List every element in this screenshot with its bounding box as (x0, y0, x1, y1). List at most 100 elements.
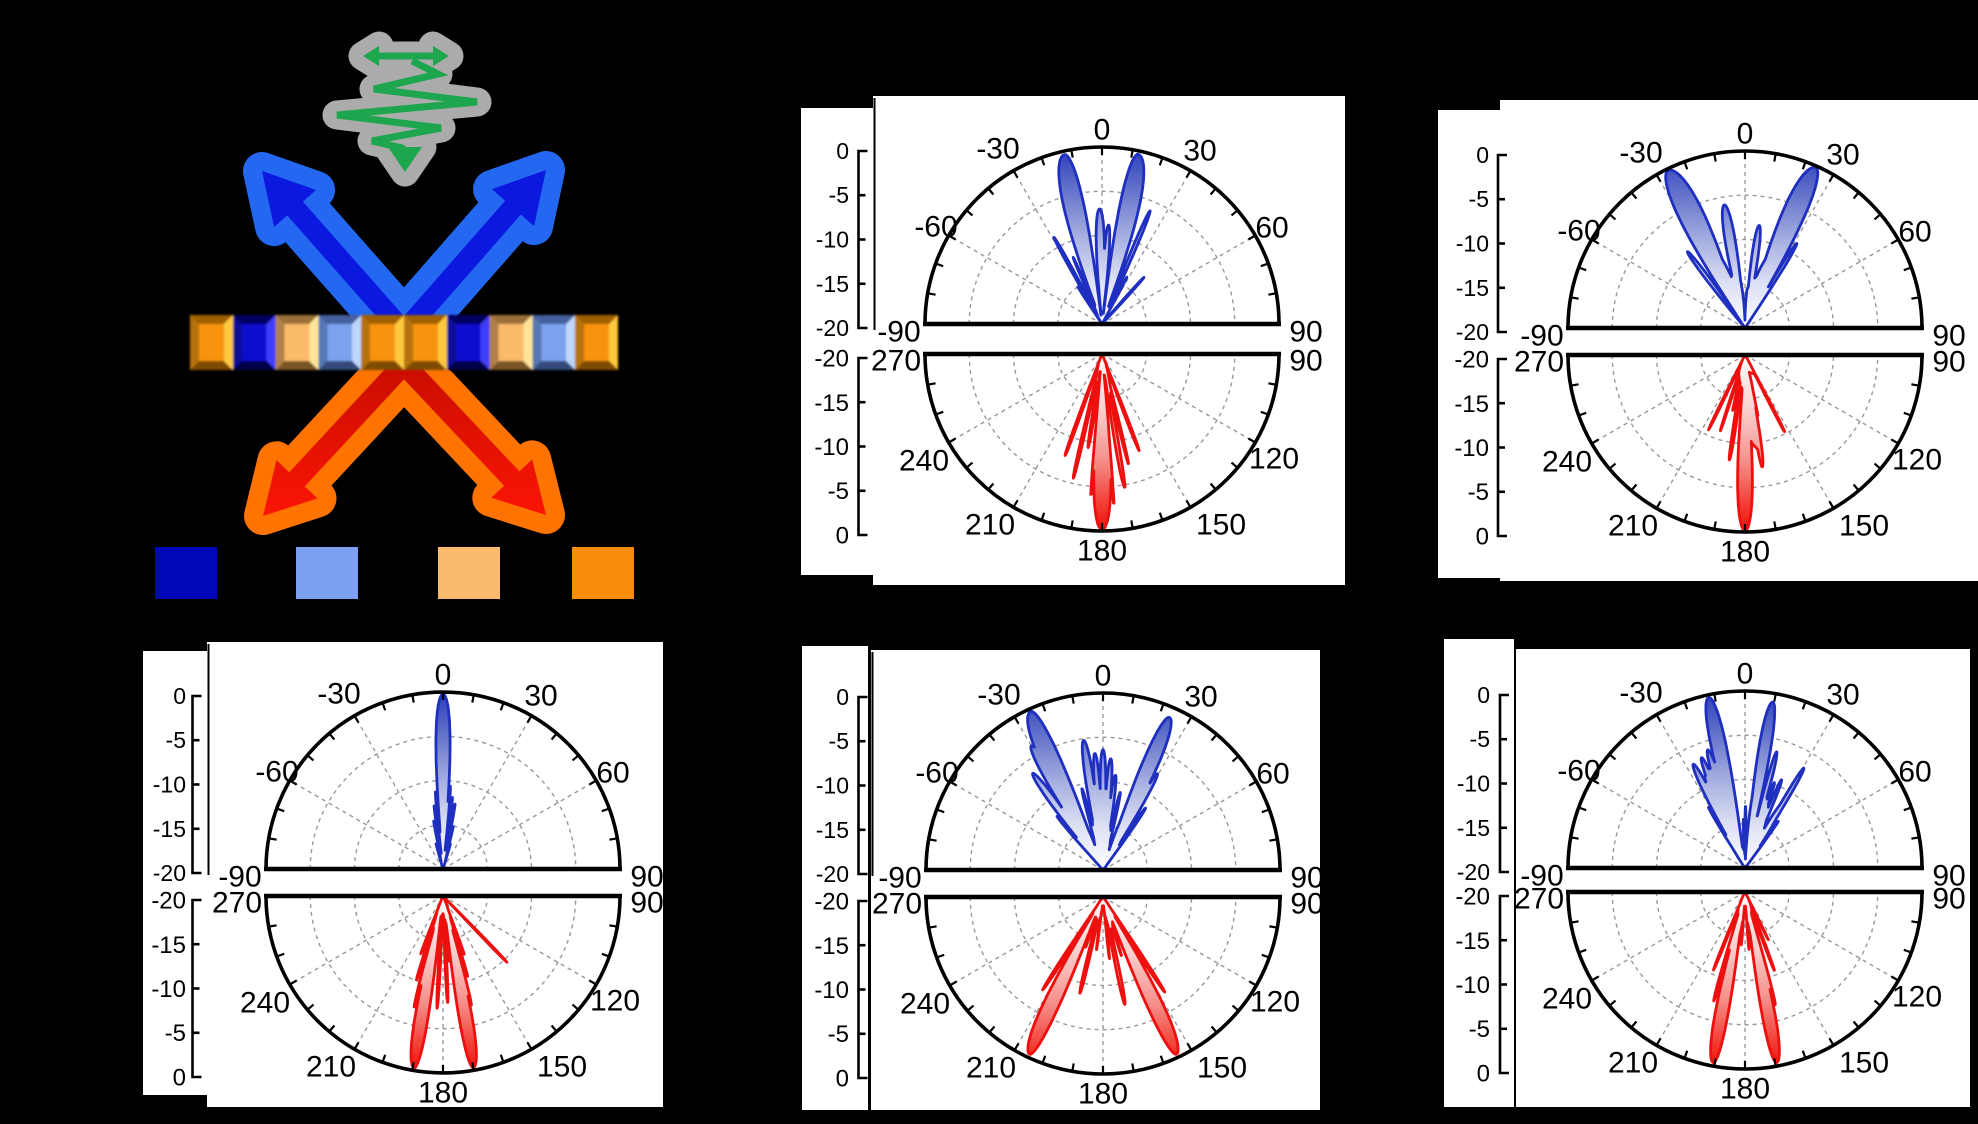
svg-text:0: 0 (836, 138, 849, 164)
svg-text:-30: -30 (976, 133, 1019, 166)
svg-text:210: 210 (965, 509, 1015, 542)
svg-text:90: 90 (1932, 320, 1965, 353)
svg-text:-20: -20 (1456, 319, 1489, 345)
svg-text:180: 180 (1078, 1078, 1128, 1111)
svg-text:150: 150 (1839, 1047, 1889, 1080)
svg-text:-15: -15 (1455, 928, 1490, 955)
svg-text:-90: -90 (1520, 320, 1563, 353)
svg-text:-20: -20 (816, 315, 849, 341)
svg-text:-10: -10 (151, 976, 186, 1003)
svg-text:210: 210 (1608, 1047, 1658, 1080)
svg-text:-10: -10 (816, 227, 849, 253)
svg-text:-15: -15 (816, 271, 849, 297)
svg-text:-15: -15 (816, 817, 849, 843)
svg-text:-5: -5 (1469, 186, 1489, 212)
svg-text:-15: -15 (151, 932, 186, 959)
svg-text:240: 240 (1542, 446, 1592, 479)
svg-text:150: 150 (1197, 1052, 1247, 1085)
svg-text:-5: -5 (1468, 479, 1489, 506)
svg-text:-5: -5 (829, 182, 849, 208)
svg-text:240: 240 (1542, 983, 1592, 1016)
svg-text:-15: -15 (1456, 275, 1489, 301)
svg-text:0: 0 (1094, 114, 1111, 147)
svg-text:150: 150 (537, 1051, 587, 1084)
svg-text:-20: -20 (1457, 859, 1490, 885)
svg-text:-5: -5 (828, 478, 849, 505)
svg-text:270: 270 (871, 345, 921, 378)
svg-text:-5: -5 (828, 1021, 849, 1048)
svg-text:-20: -20 (153, 860, 186, 886)
svg-text:-30: -30 (317, 678, 360, 711)
svg-text:60: 60 (596, 757, 629, 790)
svg-text:-90: -90 (1520, 860, 1563, 893)
svg-text:0: 0 (836, 684, 849, 710)
svg-text:0: 0 (1737, 658, 1754, 691)
svg-text:60: 60 (1255, 212, 1288, 245)
svg-text:-15: -15 (1457, 815, 1490, 841)
svg-text:150: 150 (1196, 509, 1246, 542)
svg-text:-20: -20 (1454, 347, 1489, 374)
svg-text:120: 120 (1250, 986, 1300, 1019)
svg-text:-10: -10 (814, 977, 849, 1004)
svg-text:-5: -5 (829, 728, 849, 754)
svg-text:-10: -10 (1455, 972, 1490, 999)
svg-text:0: 0 (1477, 682, 1490, 708)
svg-text:-5: -5 (165, 1020, 186, 1047)
svg-text:-60: -60 (914, 211, 957, 244)
svg-text:-20: -20 (814, 889, 849, 916)
svg-text:-10: -10 (1457, 771, 1490, 797)
svg-text:-60: -60 (1557, 215, 1600, 248)
svg-text:-10: -10 (814, 434, 849, 461)
svg-text:0: 0 (1476, 524, 1489, 551)
svg-text:-90: -90 (877, 316, 920, 349)
svg-text:-5: -5 (166, 727, 186, 753)
svg-text:-20: -20 (151, 888, 186, 915)
svg-text:90: 90 (1289, 316, 1322, 349)
svg-text:-10: -10 (816, 773, 849, 799)
svg-text:90: 90 (1932, 883, 1965, 916)
svg-text:120: 120 (1892, 981, 1942, 1014)
svg-text:-30: -30 (1619, 137, 1662, 170)
svg-text:0: 0 (1095, 660, 1112, 693)
svg-text:0: 0 (173, 1065, 186, 1092)
svg-text:0: 0 (1476, 142, 1489, 168)
svg-text:60: 60 (1256, 758, 1289, 791)
svg-text:-90: -90 (218, 861, 261, 894)
svg-text:-30: -30 (1619, 677, 1662, 710)
svg-text:120: 120 (1249, 443, 1299, 476)
svg-text:210: 210 (1608, 510, 1658, 543)
svg-text:-15: -15 (814, 390, 849, 417)
svg-text:0: 0 (173, 683, 186, 709)
svg-text:-30: -30 (977, 679, 1020, 712)
svg-text:0: 0 (435, 659, 452, 692)
svg-text:-15: -15 (814, 933, 849, 960)
svg-text:270: 270 (872, 888, 922, 921)
svg-text:-60: -60 (1557, 755, 1600, 788)
svg-text:120: 120 (1892, 444, 1942, 477)
svg-text:180: 180 (418, 1077, 468, 1110)
svg-text:90: 90 (1290, 888, 1323, 921)
svg-text:240: 240 (240, 987, 290, 1020)
svg-text:90: 90 (1290, 862, 1323, 895)
svg-text:90: 90 (630, 861, 663, 894)
svg-text:-15: -15 (1454, 391, 1489, 418)
svg-text:30: 30 (1826, 679, 1859, 712)
svg-text:-20: -20 (1455, 884, 1490, 911)
svg-text:120: 120 (590, 985, 640, 1018)
svg-text:-60: -60 (915, 757, 958, 790)
svg-text:-90: -90 (878, 862, 921, 895)
svg-text:90: 90 (1289, 345, 1322, 378)
svg-text:180: 180 (1077, 535, 1127, 568)
svg-text:90: 90 (1932, 346, 1965, 379)
svg-text:-10: -10 (153, 772, 186, 798)
svg-text:0: 0 (836, 523, 849, 550)
svg-text:180: 180 (1720, 1073, 1770, 1106)
svg-text:90: 90 (1932, 860, 1965, 893)
svg-text:0: 0 (1737, 118, 1754, 151)
svg-text:150: 150 (1839, 510, 1889, 543)
svg-text:-15: -15 (153, 816, 186, 842)
svg-text:-5: -5 (1469, 1016, 1490, 1043)
svg-text:270: 270 (1514, 346, 1564, 379)
svg-text:30: 30 (524, 680, 557, 713)
svg-text:-20: -20 (816, 861, 849, 887)
